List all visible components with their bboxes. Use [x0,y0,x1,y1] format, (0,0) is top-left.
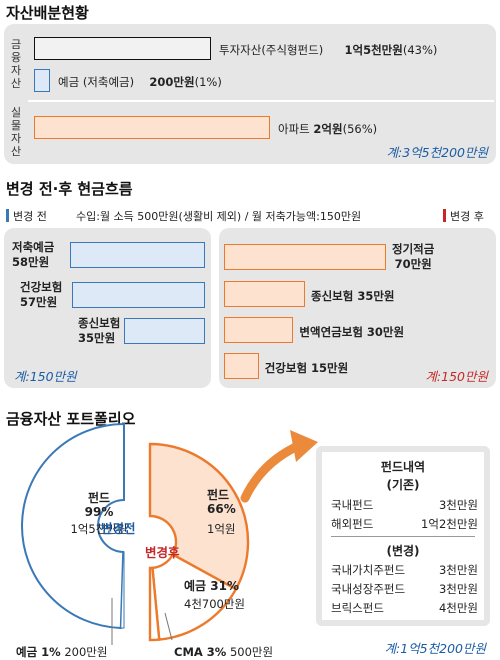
value-text: 15만원 [311,361,349,375]
cashflow-total-after: 계:150만원 [425,369,488,384]
category-name: 변액연금보험 [299,325,363,339]
category-name: 종신보험 [78,316,121,330]
value-text: 35만원 [357,289,395,303]
after-marker [443,209,446,222]
section2-title: 변경 전·후 현금흐름 [6,180,133,198]
percent-text: (43%) [402,43,438,57]
pie-before-fund-pct: 99% [84,505,114,519]
fund-list-divider [331,536,475,537]
portfolio-pies [21,422,318,645]
section3-title: 금융자산 포트폴리오 [6,410,136,428]
panel-divider [28,100,494,102]
category-name: 저축예금 [12,240,55,254]
section1-title: 자산배분현황 [6,4,89,22]
bar-label-apartment: 아파트 2억원(56%) [278,121,377,137]
after-label-life: 종신보험 35만원 [311,288,395,304]
fund-name: 국내가치주펀드 [331,563,406,577]
pie-after [148,442,250,642]
after-bar-installment [224,244,386,270]
category-name: 예금 (저축예금) [58,75,135,89]
category-name: 건강보험 [264,361,308,375]
fund-amount: 3천만원 [438,582,478,596]
after-bar-life [224,281,305,307]
before-label-life: 종신보험 35만원 [78,316,120,346]
bar-apartment [34,116,270,139]
pie-after-slice-fund [148,442,250,591]
pie-after-slice-deposit [151,552,238,641]
fund-list-changed-heading: (변경) [386,544,420,558]
asset-total: 계:3억5천200만원 [386,145,488,160]
category-name: 투자자산(주식형펀드) [219,43,324,57]
bar-label-deposit: 예금 (저축예금) 200만원(1%) [58,74,222,90]
category-name: 정기적금 [392,242,435,256]
pie-before-slice-deposit [120,551,125,629]
fund-name: 국내펀드 [331,498,374,512]
after-bar-health [224,353,259,379]
cashflow-total-before: 계:150만원 [14,369,77,384]
value-text: 2억원 [313,122,343,136]
value-text: 500만원 [229,645,274,659]
pie-after-cma-label: CMA 3% 500만원 [174,644,273,660]
fund-name: 국내성장주펀드 [331,582,406,596]
fund-list-title: 펀드내역 [380,460,426,474]
category-name: 아파트 [278,122,310,136]
value-text: 1억5천만원 [344,43,403,57]
after-label: 변경 후 [450,210,484,223]
category-pct: CMA 3% [174,645,227,659]
after-label-health: 건강보험 15만원 [265,360,349,376]
value-text: 58만원 [12,255,50,269]
pie-after-fund-amount: 1억원 [207,522,236,536]
fund-amount: 4천만원 [438,601,478,615]
category-name: 건강보험 [20,280,63,294]
value-text: 35만원 [78,331,116,345]
before-label: 변경 전 [13,210,47,223]
pie-after-deposit-amount: 4천700만원 [184,597,246,611]
fund-amount: 1억2천만원 [421,517,478,531]
pie-after-center: 변경후 [145,545,180,560]
value-text: 200만원 [64,645,108,659]
bar-label-investment: 투자자산(주식형펀드) 1억5천만원(43%) [219,42,437,58]
after-label-variable-annuity: 변액연금보험 30만원 [299,324,404,340]
leader-line-after-cma [164,612,173,641]
fund-name: 브릭스펀드 [331,601,384,615]
arrow-head-icon [290,430,318,462]
after-bar-variable-annuity [224,317,294,343]
percent-text: (56%) [342,122,378,136]
fund-list-existing-heading: (기존) [386,478,420,492]
category-pct: 예금 1% [16,645,61,659]
before-bar-health [72,282,205,308]
pie-before-slice-fund [21,422,125,629]
bar-investment [34,37,211,60]
pie-before-fund-amount: 1억5천만원 [70,522,128,536]
cashflow-info: 수입:월 소득 500만원(생활비 제외) / 월 저축가능액:150만원 [76,210,362,223]
before-marker [6,209,9,222]
value-text: 70만원 [394,257,432,271]
portfolio-total: 계:1억5천200만원 [384,641,486,656]
fund-amount: 3천만원 [438,563,478,577]
arrow-icon [240,440,305,503]
before-label-savings: 저축예금 58만원 [12,240,54,270]
category-name: 종신보험 [311,289,354,303]
after-label-installment: 정기적금 70만원 [392,242,434,272]
pie-before-center: 변경전 [101,521,136,536]
pie-after-fund-label: 펀드 [207,488,230,502]
fund-name: 해외펀드 [331,517,374,531]
fund-amount: 3천만원 [438,498,478,512]
pie-before-fund-label: 펀드 [87,491,111,505]
before-bar-life [123,318,205,344]
pie-after-fund-pct: 66% [207,502,236,516]
pie-before-deposit-label: 예금 1% 200만원 [16,644,107,660]
pie-before [21,422,125,629]
value-text: 200만원 [149,75,195,89]
before-label-health: 건강보험 57만원 [20,280,62,310]
bar-deposit [34,69,50,92]
pie-after-slice-cma [148,566,161,642]
pie-after-deposit-label: 예금 31% [184,579,239,593]
percent-text: (1%) [194,75,222,89]
value-text: 57만원 [20,295,58,309]
before-bar-savings [70,242,205,268]
value-text: 30만원 [366,325,405,339]
